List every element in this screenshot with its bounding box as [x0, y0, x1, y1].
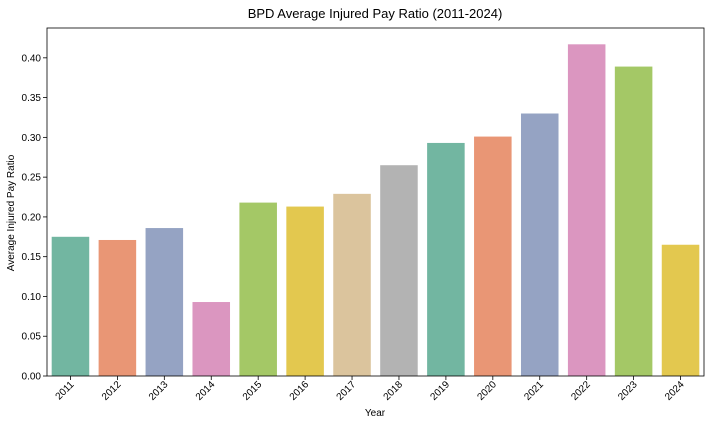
y-tick-label: 0.15 [22, 252, 42, 263]
bar-2014 [192, 302, 231, 376]
bar-2011 [51, 236, 90, 376]
chart-title: BPD Average Injured Pay Ratio (2011-2024… [248, 6, 503, 21]
y-tick-label: 0.05 [22, 332, 42, 343]
y-tick-label: 0.35 [22, 93, 42, 104]
bar-2019 [427, 142, 465, 376]
bar-2023 [614, 66, 653, 376]
plot-area: 0.000.050.100.150.200.250.300.350.402011… [22, 27, 705, 403]
y-axis-label: Average Injured Pay Ratio [6, 154, 17, 271]
y-tick-label: 0.20 [22, 212, 42, 223]
x-axis-label: Year [365, 408, 386, 419]
bar-2022 [567, 44, 606, 377]
y-tick-label: 0.10 [22, 292, 42, 303]
bar-2013 [145, 228, 184, 376]
y-tick-label: 0.30 [22, 133, 42, 144]
bar-2024 [661, 244, 700, 376]
bar-2016 [286, 206, 324, 376]
bar-2012 [98, 239, 137, 376]
bar-2017 [333, 193, 371, 376]
y-tick-label: 0.25 [22, 173, 42, 184]
y-tick-label: 0.40 [22, 53, 42, 64]
bar-2015 [239, 202, 277, 376]
bar-2018 [380, 165, 418, 376]
y-tick-label: 0.00 [22, 372, 42, 383]
bar-2020 [474, 136, 512, 376]
axes-frame [46, 27, 705, 377]
bar-2021 [520, 113, 559, 376]
